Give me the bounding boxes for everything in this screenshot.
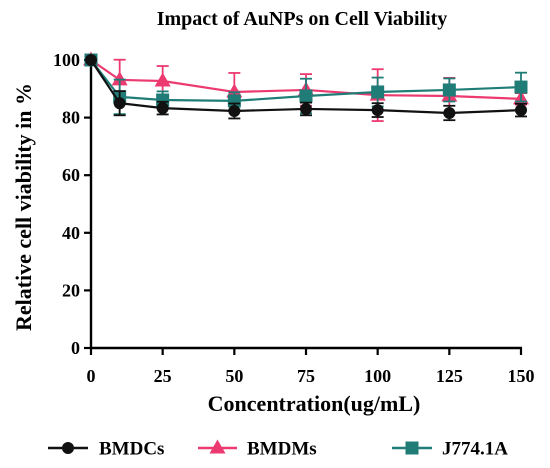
data-point [111,71,128,86]
legend-item-bmdcs: BMDCs [48,439,164,460]
y-tick-label: 20 [62,280,80,300]
legend-label: BMDCs [99,439,164,460]
data-point [156,102,169,115]
x-tick-label: 0 [87,366,96,386]
x-tick-label: 50 [225,366,243,386]
x-tick-label: 150 [508,366,535,386]
x-tick-label: 125 [436,366,463,386]
data-point [299,89,313,103]
data-point [515,104,527,117]
data-point [371,85,385,99]
legend-label: BMDMs [247,439,317,460]
legend-item-bmdms: BMDMs [198,439,317,460]
data-point [85,54,97,66]
y-tick-label: 0 [71,338,80,358]
legend-marker [209,439,226,454]
data-point [154,72,171,87]
chart-title: Impact of AuNPs on Cell Viability [157,8,448,30]
y-tick-label: 80 [62,108,80,128]
axes: 0 20 40 60 80 100 0 25 50 75 100 125 150 [53,50,535,386]
data-point [443,106,456,119]
legend: BMDCs BMDMs J774.1A [48,439,508,460]
x-tick-label: 25 [154,366,172,386]
series-line [90,59,522,100]
y-tick-label: 60 [62,165,80,185]
y-axis-label: Relative cell viability in % [11,83,36,331]
legend-item-j774-1a: J774.1A [392,439,508,460]
data-point [442,83,456,97]
series-bmdcs [85,54,527,122]
legend-label: J774.1A [442,439,508,460]
series-line [90,59,522,115]
x-axis-label: Concentration(ug/mL) [208,391,421,416]
data-point [300,102,312,115]
series-line [90,59,522,102]
data-point [514,80,528,94]
legend-marker [62,442,74,454]
x-tick-label: 75 [297,366,315,386]
x-tick-label: 100 [364,366,391,386]
data-point [228,104,241,117]
data-point [371,104,384,117]
y-tick-label: 100 [53,50,80,70]
legend-marker [405,441,419,455]
data-point [226,83,243,98]
data-point [113,97,126,110]
plot-area [83,51,529,122]
y-tick-label: 40 [62,223,80,243]
